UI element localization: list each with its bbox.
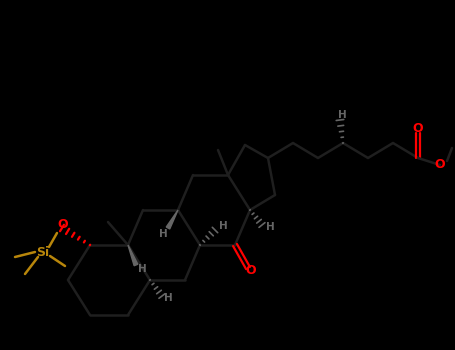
- Text: H: H: [159, 229, 167, 239]
- Text: H: H: [218, 221, 228, 231]
- Text: O: O: [246, 264, 256, 276]
- Polygon shape: [128, 245, 138, 266]
- Text: H: H: [164, 293, 172, 303]
- Text: H: H: [137, 264, 147, 274]
- Text: O: O: [413, 121, 423, 134]
- Text: H: H: [266, 222, 274, 232]
- Polygon shape: [166, 210, 178, 229]
- Text: O: O: [58, 218, 68, 231]
- Text: H: H: [338, 110, 346, 120]
- Text: O: O: [435, 159, 445, 172]
- Text: Si: Si: [36, 245, 50, 259]
